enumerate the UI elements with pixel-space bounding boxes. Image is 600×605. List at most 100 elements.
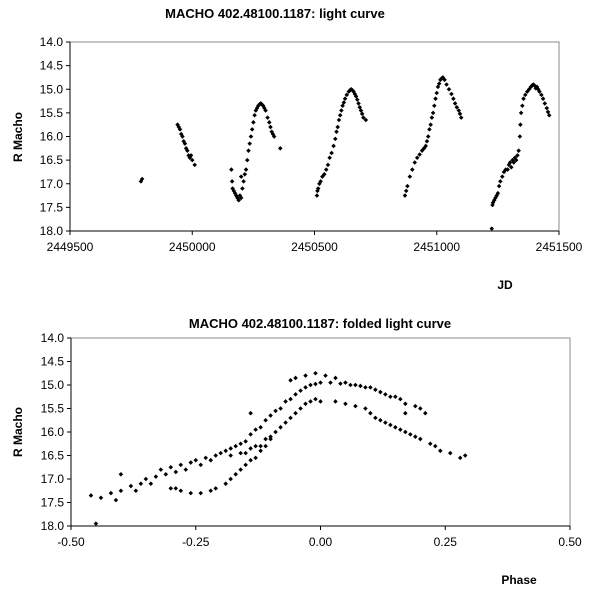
data-point: [128, 483, 134, 489]
data-point: [138, 481, 144, 486]
data-point: [241, 179, 246, 184]
data-point: [238, 441, 243, 447]
data-point: [414, 155, 420, 161]
data-point: [293, 375, 298, 381]
light-curve-title: MACHO 402.48100.1187: light curve: [165, 6, 385, 21]
data-point: [403, 429, 408, 435]
data-point: [208, 457, 213, 463]
data-point: [368, 410, 373, 416]
data-point: [88, 493, 94, 498]
data-point: [198, 462, 204, 468]
data-point: [451, 96, 456, 101]
data-point: [424, 138, 430, 144]
data-point: [249, 127, 255, 132]
data-point: [148, 481, 154, 486]
y-tick-label: 14.5: [40, 59, 64, 73]
data-point: [388, 394, 393, 400]
data-point: [452, 101, 458, 106]
data-point: [500, 174, 505, 179]
plot-area: [70, 337, 571, 527]
data-point: [303, 385, 308, 390]
x-tick-label: -0.50: [57, 535, 85, 549]
data-point: [173, 469, 179, 475]
data-point: [193, 457, 199, 463]
data-point: [228, 453, 233, 458]
plot-area: [69, 41, 560, 232]
y-tick-label: 17.0: [41, 472, 65, 486]
data-point: [143, 476, 149, 482]
data-point: [333, 399, 338, 404]
data-point: [496, 183, 502, 189]
data-point: [428, 122, 433, 127]
data-point: [173, 486, 179, 491]
data-point: [343, 380, 348, 385]
data-point: [242, 172, 248, 177]
light-curve-ylabel: R Macho: [11, 112, 25, 162]
data-point: [229, 179, 235, 184]
data-point: [213, 486, 218, 491]
data-point: [433, 96, 438, 101]
data-point: [388, 422, 393, 428]
data-point: [283, 420, 288, 425]
data-point: [178, 488, 184, 494]
data-point: [243, 450, 248, 456]
data-point: [313, 396, 318, 402]
data-point: [318, 179, 323, 184]
data-point: [203, 455, 208, 461]
data-point: [188, 490, 194, 496]
data-point: [403, 401, 408, 407]
data-point: [444, 82, 449, 87]
y-tick-label: 15.0: [41, 378, 65, 392]
data-point: [462, 453, 468, 458]
data-point: [333, 136, 338, 142]
data-point: [163, 472, 169, 477]
data-point: [407, 174, 413, 179]
data-point: [238, 450, 243, 456]
data-point: [449, 91, 454, 97]
data-point: [342, 96, 348, 101]
data-point: [505, 167, 510, 172]
data-point: [393, 425, 398, 430]
data-point: [331, 143, 336, 149]
data-point: [293, 410, 298, 416]
data-point: [248, 457, 253, 463]
data-point: [293, 392, 298, 397]
x-tick-label: 0.00: [309, 535, 333, 549]
data-point: [335, 124, 340, 130]
data-point: [118, 472, 124, 477]
x-tick-label: 2451000: [413, 240, 460, 254]
data-point: [244, 157, 250, 163]
data-point: [544, 105, 550, 111]
data-point: [336, 117, 342, 123]
data-point: [495, 190, 501, 196]
data-point: [520, 103, 525, 109]
data-point: [430, 110, 436, 116]
data-point: [337, 112, 343, 118]
data-point: [253, 427, 258, 432]
data-point: [273, 408, 278, 414]
data-point: [263, 436, 268, 442]
y-tick-label: 14.0: [40, 35, 64, 49]
data-point: [412, 160, 418, 165]
data-point: [334, 129, 339, 135]
data-point: [258, 448, 263, 454]
y-tick-label: 15.5: [40, 106, 64, 120]
data-point: [192, 162, 197, 168]
data-point: [98, 495, 104, 501]
data-point: [188, 460, 194, 465]
data-point: [358, 383, 363, 389]
data-point: [208, 488, 213, 494]
data-point: [329, 150, 334, 156]
data-point: [268, 124, 273, 130]
y-tick-label: 16.5: [40, 153, 64, 167]
data-point: [325, 162, 331, 168]
data-point: [278, 406, 283, 411]
data-point: [288, 378, 293, 383]
data-point: [358, 108, 364, 113]
data-point: [243, 462, 248, 468]
data-point: [378, 389, 383, 395]
x-tick-label: 0.50: [558, 535, 582, 549]
data-point: [398, 396, 403, 402]
folded-curve-title: MACHO 402.48100.1187: folded light curve: [189, 316, 451, 331]
data-point: [323, 167, 329, 172]
